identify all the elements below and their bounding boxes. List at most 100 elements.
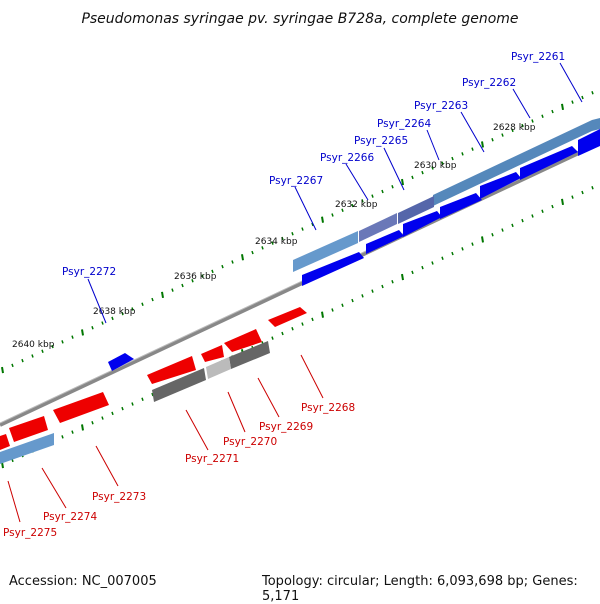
- scale-tick-mark: [301, 227, 304, 231]
- leader-line-2274: [41, 467, 67, 509]
- leader-line-2272: [87, 278, 107, 324]
- map-title: Pseudomonas syringae pv. syringae B728a,…: [81, 11, 518, 27]
- gene-label-2264[interactable]: Psyr_2264: [377, 118, 431, 130]
- scale-tick-mark: [471, 242, 474, 246]
- backbone-line: [0, 141, 600, 427]
- scale-tick-mark: [61, 435, 64, 439]
- cds-bar-2275: [0, 433, 54, 464]
- leader-line-2266: [345, 163, 369, 201]
- scale-tick-mark: [591, 186, 594, 190]
- scale-tick-mark: [541, 114, 544, 118]
- gene-arrow-2274: [9, 416, 48, 442]
- cds-bar-2271: [152, 368, 206, 402]
- scale-tick-mark: [551, 204, 554, 209]
- leader-line-2270: [227, 391, 246, 433]
- scale-tick-mark: [491, 138, 494, 142]
- gene-label-2266[interactable]: Psyr_2266: [320, 152, 374, 164]
- cds-bar-2270: [206, 357, 231, 379]
- gene-label-2269[interactable]: Psyr_2269: [259, 421, 313, 433]
- scale-tick-mark: [271, 336, 274, 340]
- cds-bar-2266: [359, 213, 397, 242]
- scale-tick-mark: [331, 213, 334, 217]
- scale-tick-mark: [111, 411, 114, 416]
- scale-tick-mark: [101, 416, 104, 420]
- gene-label-2265[interactable]: Psyr_2265: [354, 135, 408, 147]
- scale-tick-mark: [481, 141, 484, 148]
- gene-arrow-2262: [520, 146, 578, 180]
- forward-gene-labels[interactable]: Psyr_2261 Psyr_2262 Psyr_2263 Psyr_2264 …: [62, 51, 583, 324]
- scale-tick-mark: [571, 100, 574, 104]
- scale-tick-mark: [451, 251, 454, 256]
- gene-label-2261[interactable]: Psyr_2261: [511, 51, 565, 63]
- scale-tick-mark: [341, 303, 344, 307]
- cds-bar-2267: [293, 231, 358, 272]
- scale-tick-mark: [91, 326, 94, 330]
- scale-tick-mark: [521, 218, 524, 223]
- gene-arrow-2263: [480, 172, 521, 199]
- scale-tick-mark: [101, 321, 104, 325]
- gene-label-2268[interactable]: Psyr_2268: [301, 402, 355, 414]
- scale-tick-mark: [401, 178, 404, 186]
- gene-label-2275[interactable]: Psyr_2275: [3, 527, 57, 539]
- forward-cds-track: [0, 118, 600, 464]
- reverse-gene-arrows: [0, 307, 307, 450]
- gene-arrow-2267: [302, 252, 364, 286]
- scale-tick-mark: [71, 430, 74, 434]
- gene-label-2273[interactable]: Psyr_2273: [92, 491, 146, 503]
- scale-tick-mark: [141, 302, 144, 306]
- scale-tick-mark: [491, 233, 494, 237]
- scale-tick-mark: [191, 279, 194, 283]
- leader-line-2262: [512, 88, 531, 119]
- gene-arrow-2266: [366, 230, 404, 254]
- scale-tick-mark: [531, 214, 534, 218]
- scale-tick-mark: [411, 175, 414, 180]
- tick-label-2632: 2632 kbp: [335, 200, 378, 210]
- scale-tick-mark: [171, 288, 174, 292]
- scale-tick-mark: [181, 283, 184, 288]
- scale-tick-mark: [571, 195, 574, 199]
- accession-text: Accession: NC_007005: [9, 574, 157, 589]
- scale-tick-mark: [81, 424, 84, 431]
- scale-tick-mark: [371, 194, 374, 198]
- scale-tick-mark: [461, 247, 464, 251]
- gene-label-2270[interactable]: Psyr_2270: [223, 436, 277, 448]
- tick-label-2634: 2634 kbp: [255, 237, 298, 247]
- scale-tick-mark: [471, 147, 474, 151]
- leader-line-2261: [559, 62, 583, 103]
- scale-tick-mark: [71, 335, 74, 339]
- gene-label-2272[interactable]: Psyr_2272: [62, 266, 116, 278]
- scale-tick-mark: [41, 349, 44, 353]
- scale-tick-mark: [511, 128, 514, 133]
- scale-tick-mark: [91, 421, 94, 425]
- leader-line-2271: [185, 409, 209, 451]
- gene-arrow-2261: [578, 129, 600, 156]
- gene-arrow-2273: [53, 392, 109, 423]
- scale-tick-mark: [531, 119, 534, 123]
- scale-tick-mark: [521, 123, 524, 128]
- scale-tick-mark: [121, 311, 124, 316]
- gene-label-2262[interactable]: Psyr_2262: [462, 77, 516, 89]
- scale-tick-mark: [511, 223, 514, 228]
- gene-label-2267[interactable]: Psyr_2267: [269, 175, 323, 187]
- scale-tick-mark: [501, 228, 504, 232]
- scale-tick-mark: [221, 264, 224, 269]
- scale-tick-mark: [151, 297, 154, 302]
- gene-arrow-2275: [0, 434, 10, 450]
- cds-bar-2269: [229, 341, 270, 369]
- cds-bar-2262: [433, 118, 600, 206]
- scale-tick-mark: [431, 261, 434, 265]
- tick-label-2630: 2630 kbp: [414, 161, 457, 171]
- scale-tick-mark: [1, 366, 4, 374]
- scale-tick-mark: [551, 109, 554, 114]
- reverse-gene-labels[interactable]: Psyr_2268 Psyr_2269 Psyr_2270 Psyr_2271 …: [3, 354, 355, 539]
- scale-tick-mark: [361, 294, 364, 298]
- cds-bar-2263: [398, 196, 434, 224]
- gene-label-2263[interactable]: Psyr_2263: [414, 100, 468, 112]
- scale-tick-mark: [301, 322, 304, 326]
- scale-tick-mark: [131, 307, 134, 311]
- leader-line-2273: [95, 445, 119, 487]
- scale-tick-mark: [261, 246, 264, 250]
- scale-tick-mark: [401, 273, 404, 281]
- gene-label-2271[interactable]: Psyr_2271: [185, 453, 239, 465]
- gene-label-2274[interactable]: Psyr_2274: [43, 511, 97, 523]
